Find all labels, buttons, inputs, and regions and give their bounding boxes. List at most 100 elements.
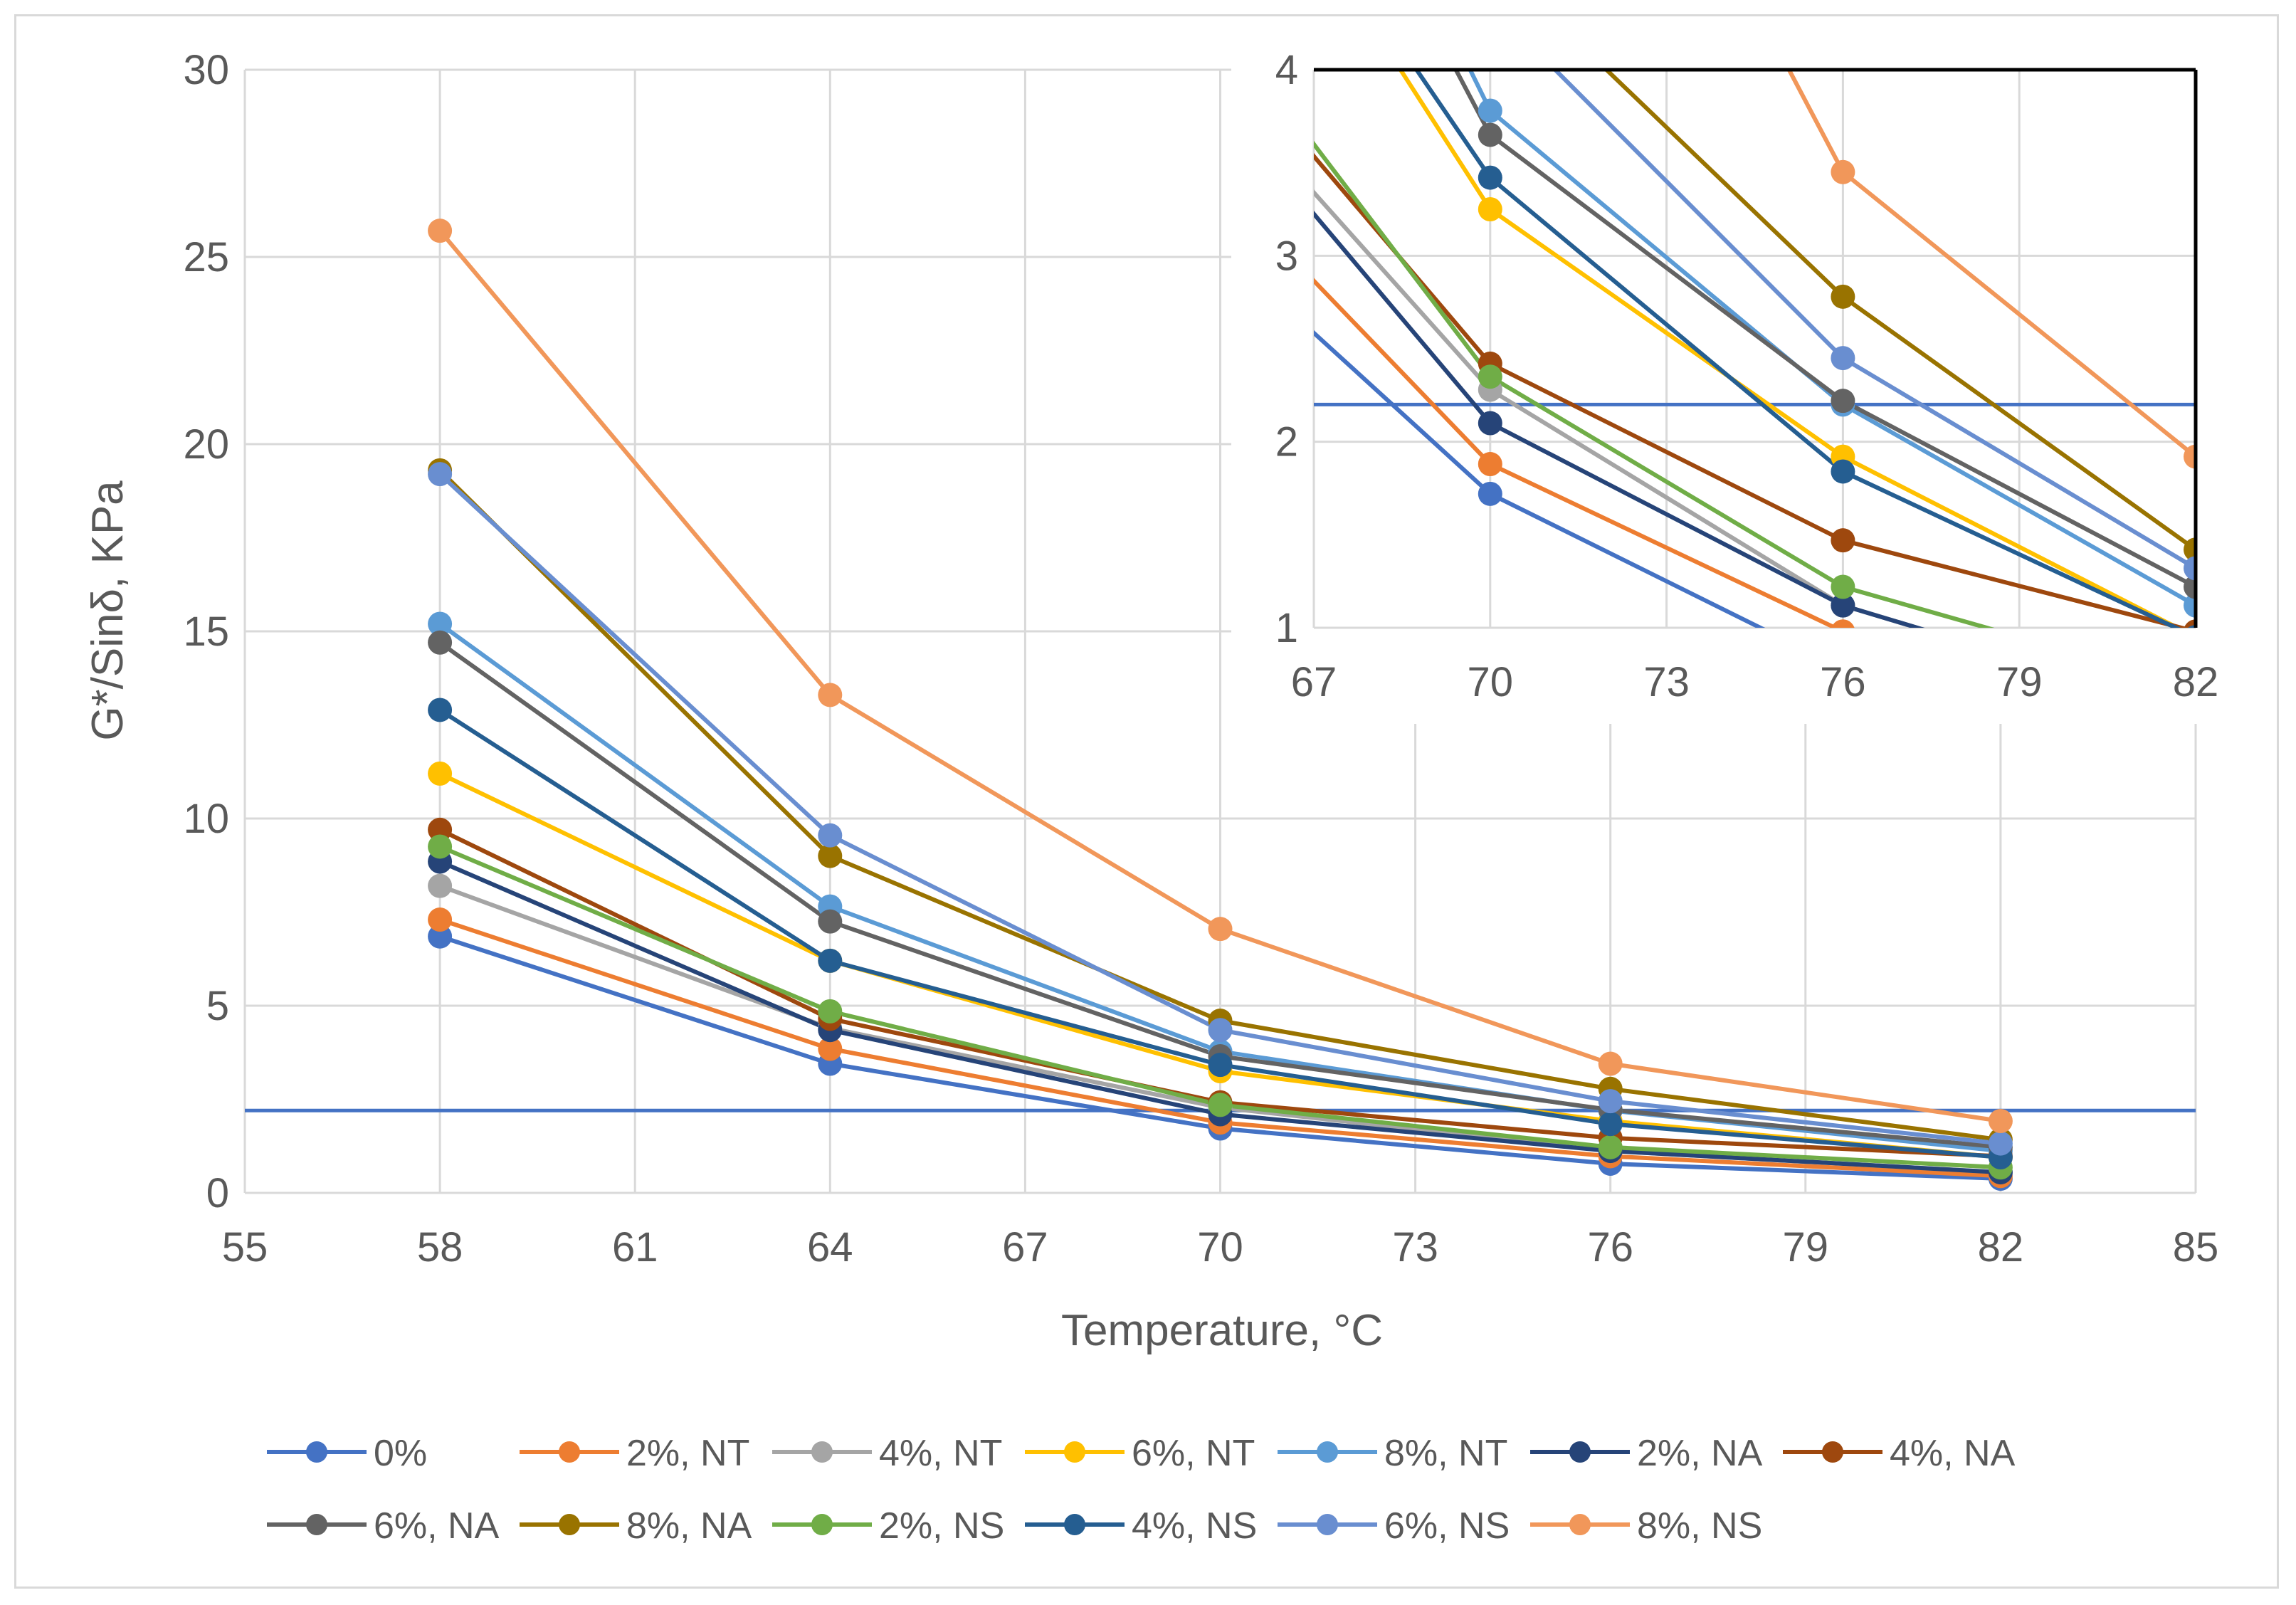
legend-swatch-marker-8-nt <box>1317 1441 1338 1463</box>
main-x-tick-label: 58 <box>417 1224 463 1270</box>
inset-point-4-ns-70 <box>1478 165 1502 190</box>
main-point-6-ns-64 <box>818 823 843 848</box>
inset-point-8-na-82 <box>2184 537 2196 562</box>
legend-swatch-marker-2-na <box>1569 1441 1591 1463</box>
legend-swatch-marker-2-ns <box>811 1514 833 1535</box>
legend-label-4-ns: 4%, NS <box>1132 1505 1257 1547</box>
inset-point-2-ns-76 <box>1831 574 1855 599</box>
main-y-tick-label: 5 <box>206 983 229 1029</box>
y-axis-title: G*/Sinδ, KPa <box>83 480 132 741</box>
main-point-2-ns-70 <box>1208 1093 1233 1117</box>
inset-chart: 67 70 73 76 79 82 1 2 3 4 <box>1125 0 2219 724</box>
inset-series-line-6-ns <box>1552 70 2196 570</box>
inset-point-6-na-70 <box>1478 122 1502 147</box>
inset-x-tick-label: 76 <box>1820 659 1866 705</box>
inset-plot-series <box>1125 0 2196 628</box>
inset-series-line-8-na <box>1603 70 2196 552</box>
main-y-tick-label: 0 <box>206 1170 229 1216</box>
main-point-2-nt-64 <box>818 1036 843 1061</box>
legend-label-4-nt: 4%, NT <box>879 1433 1002 1474</box>
inset-point-6-ns-76 <box>1831 346 1855 371</box>
main-tick-labels: 55 58 61 64 67 70 73 76 79 82 85 0 5 10 15 20 25 30 <box>183 47 2218 1270</box>
legend-swatch-marker-4-ns <box>1064 1514 1085 1535</box>
main-point-2-ns-64 <box>818 999 843 1023</box>
legend-label-6-na: 6%, NA <box>374 1505 500 1547</box>
legend-label-8-nt: 8%, NT <box>1384 1433 1507 1474</box>
legend-swatch-marker-8-ns <box>1569 1514 1591 1535</box>
inset-point-0-64 <box>1125 160 1149 184</box>
inset-point-2-nt-76 <box>1831 619 1855 628</box>
inset-point-6-na-76 <box>1831 389 1855 414</box>
legend-swatch-marker-6-nt <box>1064 1441 1085 1463</box>
inset-point-4-nt-64 <box>1125 0 1149 7</box>
legend-label-8-na: 8%, NA <box>626 1505 752 1547</box>
main-y-tick-label: 10 <box>183 796 229 842</box>
inset-point-2-na-70 <box>1478 411 1502 436</box>
main-point-8-ns-58 <box>428 219 453 243</box>
legend: 0% 2%, NT 4%, NT 6%, NT 8%, NT 2%, NA 4%, NA 6%… <box>267 1433 2016 1547</box>
inset-x-tick-label: 73 <box>1643 659 1690 705</box>
inset-point-8-nt-82 <box>2184 593 2196 618</box>
inset-point-4-na-76 <box>1831 528 1855 553</box>
inset-point-6-nt-70 <box>1478 197 1502 221</box>
x-axis-title: Temperature, °C <box>1061 1306 1383 1355</box>
main-point-6-ns-58 <box>428 462 453 487</box>
inset-y-tick-label: 2 <box>1275 419 1298 465</box>
main-x-tick-label: 61 <box>612 1224 658 1270</box>
main-x-tick-label: 73 <box>1392 1224 1438 1270</box>
legend-label-8-ns: 8%, NS <box>1637 1505 1762 1547</box>
legend-label-2-na: 2%, NA <box>1637 1433 1763 1474</box>
legend-label-4-na: 4%, NA <box>1890 1433 2016 1474</box>
legend-swatch-marker-4-na <box>1822 1441 1843 1463</box>
legend-swatch-marker-2-nt <box>559 1441 580 1463</box>
inset-tick-labels: 67 70 73 76 79 82 1 2 3 4 <box>1275 47 2219 705</box>
main-point-8-ns-64 <box>818 683 843 707</box>
main-point-8-ns-76 <box>1598 1051 1623 1076</box>
inset-point-8-nt-70 <box>1478 98 1502 123</box>
main-point-8-ns-70 <box>1208 917 1233 942</box>
legend-swatch-marker-6-na <box>306 1514 327 1535</box>
inset-point-8-na-76 <box>1831 284 1855 309</box>
main-x-tick-label: 76 <box>1587 1224 1633 1270</box>
inset-point-8-ns-76 <box>1831 159 1855 184</box>
main-x-tick-label: 67 <box>1002 1224 1048 1270</box>
main-point-4-ns-64 <box>818 948 843 973</box>
main-point-6-na-64 <box>818 909 843 934</box>
inset-point-4-ns-76 <box>1831 459 1855 484</box>
legend-label-2-ns: 2%, NS <box>879 1505 1004 1547</box>
main-point-0-58 <box>428 924 453 949</box>
main-point-2-ns-58 <box>428 834 453 859</box>
main-point-2-ns-76 <box>1598 1135 1623 1159</box>
main-y-tick-label: 30 <box>183 47 229 93</box>
inset-point-6-ns-82 <box>2184 556 2196 581</box>
inset-point-2-ns-70 <box>1478 364 1502 389</box>
inset-x-tick-label: 82 <box>2173 659 2219 705</box>
inset-point-8-ns-82 <box>2184 444 2196 469</box>
main-x-tick-label: 55 <box>222 1224 268 1270</box>
main-plot-series <box>245 219 2196 1191</box>
main-point-6-ns-82 <box>1988 1131 2013 1156</box>
legend-label-6-ns: 6%, NS <box>1384 1505 1510 1547</box>
inset-point-2-nt-64 <box>1125 85 1149 110</box>
inset-point-6-na-82 <box>2184 574 2196 599</box>
main-point-4-ns-70 <box>1208 1053 1233 1078</box>
legend-swatch-marker-8-na <box>559 1514 580 1535</box>
legend-label-6-nt: 6%, NT <box>1132 1433 1255 1474</box>
main-y-tick-label: 25 <box>183 234 229 280</box>
inset-x-tick-label: 70 <box>1468 659 1514 705</box>
legend-swatch-marker-4-nt <box>811 1441 833 1463</box>
inset-point-2-na-64 <box>1125 0 1149 17</box>
inset-point-0-70 <box>1478 481 1502 506</box>
main-point-8-na-64 <box>818 843 843 868</box>
legend-swatch-marker-0 <box>306 1441 327 1463</box>
main-point-6-ns-70 <box>1208 1018 1233 1043</box>
main-point-4-ns-76 <box>1598 1112 1623 1137</box>
main-point-8-ns-82 <box>1988 1109 2013 1134</box>
main-point-2-nt-58 <box>428 907 453 932</box>
inset-series-line-8-ns <box>1786 70 2196 458</box>
inset-point-4-ns-82 <box>2188 625 2196 628</box>
inset-point-6-ns-70 <box>1478 0 1502 17</box>
main-point-4-ns-58 <box>428 698 453 722</box>
main-point-8-nt-58 <box>428 611 453 636</box>
inset-point-2-na-76 <box>1831 593 1855 618</box>
